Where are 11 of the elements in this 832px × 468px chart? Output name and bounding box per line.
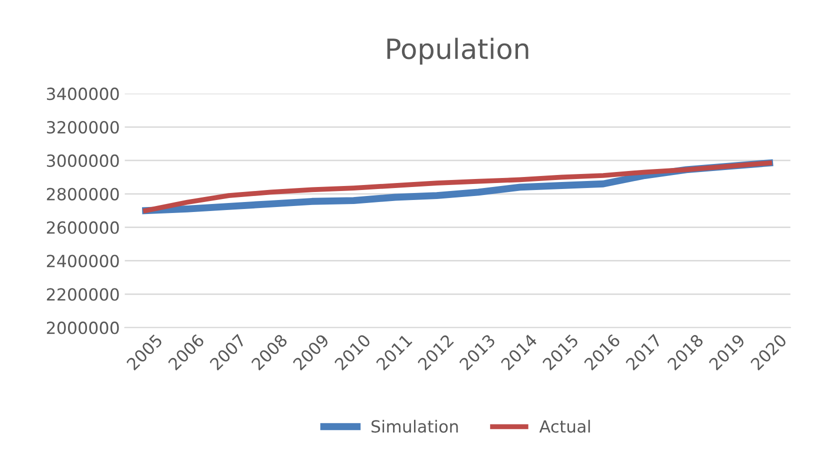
y-tick-label: 2200000 [46,288,119,301]
legend-label: Simulation [372,420,458,433]
chart-title: Population [387,38,528,65]
y-tick-label: 2600000 [46,221,119,234]
y-tick-label: 3400000 [46,88,119,100]
y-tick-label: 2000000 [46,322,119,334]
legend-label: Actual [539,420,590,433]
y-tick-label: 3000000 [46,154,119,168]
y-tick-label: 3200000 [46,120,119,134]
y-tick-label: 2800000 [46,188,119,200]
y-tick-label: 2400000 [46,254,119,268]
